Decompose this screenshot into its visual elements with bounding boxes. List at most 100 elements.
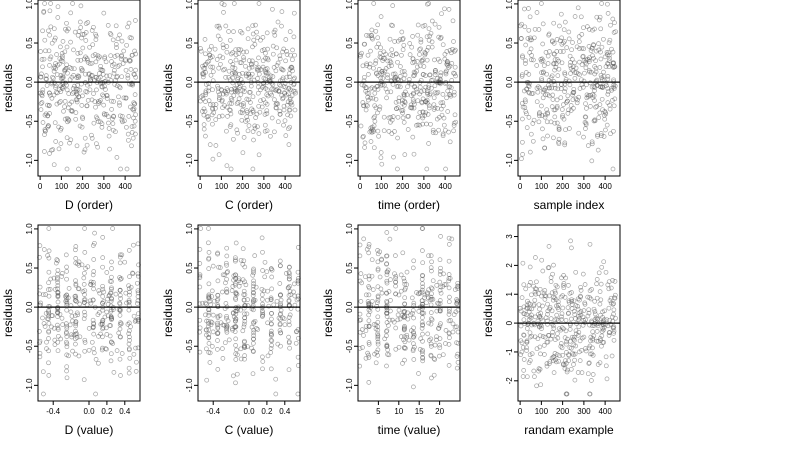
data-point xyxy=(238,356,244,362)
data-point xyxy=(58,336,64,342)
data-point xyxy=(215,331,220,337)
data-point xyxy=(136,316,141,322)
data-point xyxy=(233,47,239,53)
data-point xyxy=(599,75,605,81)
data-point xyxy=(96,101,101,106)
data-point xyxy=(451,89,457,95)
data-point xyxy=(426,85,431,91)
data-point xyxy=(259,104,265,110)
data-point xyxy=(568,108,574,113)
data-point xyxy=(135,241,141,247)
data-point xyxy=(109,274,114,280)
data-point xyxy=(223,301,229,306)
data-point xyxy=(292,75,297,81)
data-point xyxy=(431,95,437,101)
data-point xyxy=(250,108,256,113)
data-point xyxy=(229,288,235,293)
data-point xyxy=(366,285,372,291)
data-point xyxy=(113,129,118,135)
y-tick-label: 0 xyxy=(505,320,514,325)
y-tick-label: 2 xyxy=(505,263,514,268)
data-point xyxy=(287,95,293,101)
y-tick-label: 1.0 xyxy=(185,223,194,235)
data-point xyxy=(534,383,539,389)
data-point xyxy=(548,279,554,284)
data-point xyxy=(125,73,131,78)
data-point xyxy=(209,288,215,294)
data-point xyxy=(366,250,372,256)
data-point xyxy=(63,67,68,72)
data-point xyxy=(233,336,239,342)
data-point xyxy=(366,324,372,330)
data-point xyxy=(520,54,525,60)
data-point xyxy=(133,369,139,374)
data-point xyxy=(611,301,616,306)
data-point xyxy=(366,242,372,247)
data-point xyxy=(550,297,556,303)
y-axis-label: residuals xyxy=(1,64,15,112)
data-point xyxy=(229,70,235,76)
data-point xyxy=(286,126,291,132)
data-point xyxy=(241,343,247,349)
data-point xyxy=(86,347,92,353)
data-point xyxy=(132,101,138,107)
data-point xyxy=(46,336,51,341)
data-point xyxy=(255,90,261,96)
data-point xyxy=(375,347,381,353)
y-tick-label: 0.5 xyxy=(345,262,354,274)
data-point xyxy=(373,322,379,328)
data-point xyxy=(293,340,299,346)
data-point xyxy=(70,348,75,354)
data-point xyxy=(548,119,554,125)
data-point xyxy=(600,107,605,113)
data-point xyxy=(544,119,550,125)
data-point xyxy=(524,87,530,92)
data-point xyxy=(40,90,45,95)
data-point xyxy=(401,93,407,99)
data-point xyxy=(369,85,375,91)
data-point xyxy=(601,36,606,42)
data-point xyxy=(114,52,120,58)
data-point xyxy=(282,91,288,96)
data-point xyxy=(365,52,371,58)
data-point xyxy=(94,87,99,93)
data-point xyxy=(393,276,398,281)
data-point xyxy=(585,24,590,29)
y-tick-label: -1.0 xyxy=(25,378,34,392)
data-point xyxy=(603,110,608,115)
data-point xyxy=(132,319,138,324)
data-point xyxy=(91,321,97,327)
data-point xyxy=(251,283,256,289)
x-tick-label: 300 xyxy=(577,182,591,191)
data-point xyxy=(42,132,47,137)
data-point xyxy=(285,112,290,118)
data-point xyxy=(540,41,546,47)
data-point xyxy=(366,342,372,347)
data-point xyxy=(75,83,80,88)
data-point xyxy=(111,113,116,119)
data-point xyxy=(528,131,534,137)
data-point xyxy=(217,53,223,59)
data-point xyxy=(108,358,114,364)
data-point xyxy=(91,350,97,356)
data-point xyxy=(594,338,600,344)
data-point xyxy=(428,297,433,302)
data-point xyxy=(564,350,569,355)
data-point xyxy=(366,90,372,96)
data-point xyxy=(278,66,284,72)
data-point xyxy=(411,105,417,111)
scatter-panel: -0.4 0.0 0.2 0.4C (value)-1.0-0.50.00.51.0r… xyxy=(161,223,301,437)
data-point xyxy=(43,73,49,78)
data-point xyxy=(99,319,105,325)
data-point xyxy=(43,292,48,297)
data-point xyxy=(53,66,58,71)
data-point xyxy=(125,322,131,327)
data-point xyxy=(545,133,550,139)
data-point xyxy=(420,115,426,121)
data-point xyxy=(605,61,610,66)
data-point xyxy=(244,114,250,120)
data-point xyxy=(217,37,223,42)
